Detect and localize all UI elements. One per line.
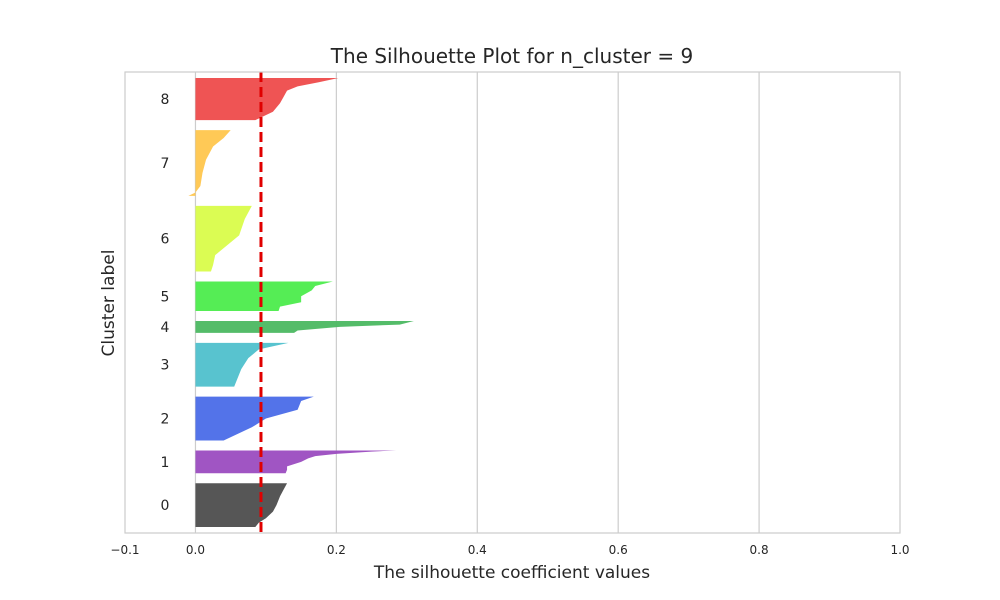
cluster-label-3: 3	[161, 358, 170, 374]
cluster-1-silhouette	[195, 450, 397, 474]
silhouette-bars	[188, 78, 414, 527]
x-tick-labels: −0.1 0.0 0.2 0.4 0.6 0.8 1.0	[110, 543, 909, 557]
cluster-label-0: 0	[161, 498, 170, 514]
cluster-label-8: 8	[161, 92, 170, 108]
cluster-4-silhouette	[195, 321, 414, 333]
x-tick-label: 0.6	[609, 543, 628, 557]
cluster-6-silhouette	[195, 205, 252, 272]
cluster-label-7: 7	[161, 156, 170, 172]
cluster-labels: 0 1 2 3 4 5 6 7 8	[161, 92, 170, 514]
x-tick-label: 0.2	[327, 543, 346, 557]
chart-title: The Silhouette Plot for n_cluster = 9	[330, 44, 693, 68]
x-axis-label: The silhouette coefficient values	[373, 563, 650, 583]
x-tick-label: 1.0	[890, 543, 909, 557]
x-tick-label: 0.4	[468, 543, 487, 557]
cluster-0-silhouette	[195, 483, 288, 527]
cluster-label-5: 5	[161, 289, 170, 305]
cluster-label-1: 1	[161, 455, 170, 471]
cluster-label-4: 4	[161, 320, 170, 336]
cluster-3-silhouette	[195, 342, 289, 387]
x-tick-label: 0.0	[186, 543, 205, 557]
cluster-2-silhouette	[195, 396, 314, 441]
y-axis-label: Cluster label	[99, 250, 119, 357]
plot-frame	[124, 71, 901, 534]
x-tick-label: −0.1	[110, 543, 139, 557]
cluster-7-silhouette	[188, 130, 231, 196]
cluster-label-2: 2	[161, 412, 170, 428]
x-tick-label: 0.8	[750, 543, 769, 557]
cluster-5-silhouette	[195, 281, 333, 312]
cluster-label-6: 6	[161, 232, 170, 248]
cluster-8-silhouette	[195, 78, 339, 121]
